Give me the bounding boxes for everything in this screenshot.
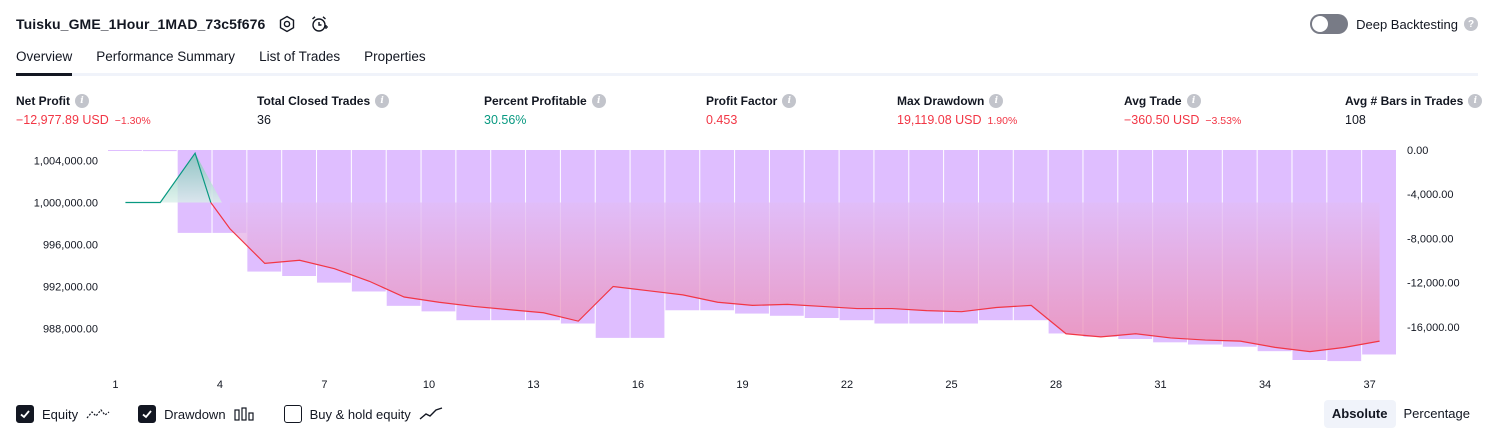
metric-label: Max Drawdown	[897, 94, 985, 108]
drawdown-bars-icon	[233, 407, 256, 421]
strategy-name: Tuisku_GME_1Hour_1MAD_73c5f676	[16, 16, 266, 32]
x-axis-tick-label: 31	[1154, 379, 1166, 391]
legend-equity[interactable]: Equity	[16, 405, 110, 423]
absolute-button[interactable]: Absolute	[1323, 400, 1396, 428]
x-axis-tick-label: 22	[841, 379, 853, 391]
info-icon[interactable]: i	[591, 94, 606, 108]
legend-buy-hold-equity[interactable]: Buy & hold equity	[283, 405, 443, 423]
right-axis-tick-label: -16,000.00	[1407, 322, 1460, 334]
left-axis-tick-label: 996,000.00	[43, 240, 98, 252]
metric-value: −360.50 USD	[1124, 113, 1200, 127]
metric-label: Profit Factor	[706, 94, 778, 108]
x-axis-tick-label: 37	[1363, 379, 1375, 391]
equity-checkbox[interactable]	[16, 405, 34, 423]
metric-profit-factor: Profit Factor i 0.453	[706, 94, 797, 127]
metric-max-drawdown: Max Drawdown i 19,119.08 USD 1.90%	[897, 94, 1017, 127]
toggle-knob	[1312, 16, 1329, 32]
info-icon[interactable]: i	[1186, 94, 1201, 108]
metric-label: Percent Profitable	[484, 94, 587, 108]
metric-value: 108	[1345, 113, 1366, 127]
x-axis-tick-label: 16	[632, 379, 644, 391]
drawdown-bar	[108, 150, 142, 151]
legend-label: Equity	[42, 406, 79, 422]
metric-net-profit: Net Profit i −12,977.89 USD −1.30%	[16, 94, 151, 127]
right-axis-tick-label: -12,000.00	[1407, 278, 1460, 290]
buy-hold-checkbox[interactable]	[283, 405, 302, 423]
metric-label: Avg Trade	[1124, 94, 1182, 108]
settings-gear-icon[interactable]	[277, 14, 297, 34]
metric-value: 19,119.08 USD	[897, 113, 982, 127]
deep-backtesting-toggle[interactable]	[1310, 14, 1349, 34]
equity-line-loss	[210, 202, 1380, 353]
metric-label: Avg # Bars in Trades	[1345, 94, 1464, 108]
tab-list-of-trades[interactable]: List of Trades	[259, 49, 341, 64]
drawdown-checkbox[interactable]	[138, 405, 157, 423]
add-alert-clock-icon[interactable]	[309, 14, 329, 34]
metric-label: Total Closed Trades	[257, 94, 371, 108]
metric-value: 0.453	[706, 113, 738, 127]
metric-subvalue: −3.53%	[1205, 115, 1242, 127]
percentage-button[interactable]: Percentage	[1403, 406, 1471, 421]
legend-label: Drawdown	[164, 406, 226, 422]
x-axis-tick-label: 25	[945, 379, 957, 391]
equity-line-icon	[86, 407, 110, 421]
info-icon[interactable]: i	[989, 94, 1004, 108]
buy-hold-line-icon	[419, 407, 443, 421]
left-axis-tick-label: 1,004,000.00	[34, 156, 98, 168]
left-axis-tick-label: 992,000.00	[43, 282, 98, 294]
metric-subvalue: 1.90%	[987, 115, 1018, 127]
metric-total-closed-trades: Total Closed Trades i 36	[257, 94, 390, 127]
tab-bar: Overview Performance Summary List of Tra…	[16, 46, 1478, 76]
right-axis-tick-label: 0.00	[1407, 145, 1428, 157]
x-axis-tick-label: 4	[217, 379, 223, 391]
info-icon[interactable]: i	[75, 94, 89, 108]
value-mode-switch: Absolute Percentage	[1323, 400, 1478, 428]
deep-backtesting-control: Deep Backtesting ?	[1310, 12, 1478, 36]
left-axis-tick-label: 988,000.00	[43, 324, 98, 336]
strategy-header: Tuisku_GME_1Hour_1MAD_73c5f676 Deep Back…	[16, 12, 1478, 36]
x-axis-tick-label: 19	[736, 379, 748, 391]
info-icon[interactable]: i	[782, 94, 797, 108]
metric-avg-trade: Avg Trade i −360.50 USD −3.53%	[1124, 94, 1241, 127]
metric-avg-bars-in-trades: Avg # Bars in Trades i 108	[1345, 94, 1483, 127]
metric-label: Net Profit	[16, 94, 70, 108]
info-icon[interactable]: i	[1468, 94, 1483, 108]
equity-loss-area	[229, 202, 1380, 352]
metric-subvalue: −1.30%	[114, 115, 151, 127]
metric-percent-profitable: Percent Profitable i 30.56%	[484, 94, 606, 127]
right-axis-tick-label: -8,000.00	[1407, 233, 1453, 245]
equity-drawdown-chart[interactable]: 1,004,000.00 1,000,000.00 996,000.00 992,00…	[0, 138, 1494, 398]
right-axis-tick-label: -4,000.00	[1407, 189, 1453, 201]
x-axis-tick-label: 28	[1050, 379, 1062, 391]
metric-value: 30.56%	[484, 113, 527, 127]
help-question-icon[interactable]: ?	[1464, 17, 1478, 31]
deep-backtesting-label: Deep Backtesting	[1356, 16, 1458, 32]
equity-line-profit	[125, 151, 212, 204]
tab-overview[interactable]: Overview	[16, 46, 73, 76]
x-axis-tick-label: 10	[423, 379, 435, 391]
x-axis-tick-label: 1	[112, 379, 118, 391]
tab-properties[interactable]: Properties	[364, 49, 426, 64]
x-axis-tick-label: 7	[321, 379, 327, 391]
drawdown-bar	[142, 150, 177, 152]
tab-performance-summary[interactable]: Performance Summary	[96, 49, 236, 64]
x-axis-tick-label: 34	[1259, 379, 1271, 391]
left-axis-tick-label: 1,000,000.00	[34, 198, 98, 210]
legend-label: Buy & hold equity	[309, 406, 411, 422]
x-axis-tick-label: 13	[527, 379, 539, 391]
info-icon[interactable]: i	[375, 94, 390, 108]
metric-value: −12,977.89 USD	[16, 113, 109, 127]
metrics-row: Net Profit i −12,977.89 USD −1.30% Total C…	[0, 94, 1494, 134]
metric-value: 36	[257, 113, 271, 127]
legend-drawdown[interactable]: Drawdown	[138, 405, 255, 423]
chart-legend: Equity Drawdown Buy & hold equity	[16, 403, 471, 425]
